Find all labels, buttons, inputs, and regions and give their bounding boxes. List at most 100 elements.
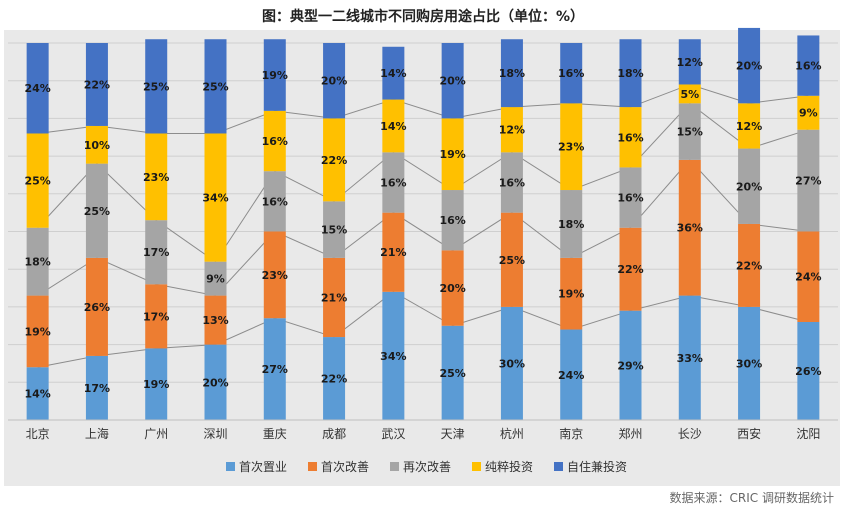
bar-stack: 26% 24% 27% 9% 16% 沈阳 <box>795 35 822 441</box>
bar-stack: 33% 36% 15% 5% 12% 长沙 <box>677 39 703 441</box>
x-tick-label: 沈阳 <box>796 426 820 441</box>
bar-segment <box>619 39 642 108</box>
bar-segment <box>797 95 820 130</box>
bar-stack: 14% 19% 18% 25% 24% 北京 <box>24 43 51 441</box>
bar-segment <box>145 220 168 285</box>
legend-label: 首次改善 <box>321 459 369 474</box>
bar-segment <box>797 35 820 96</box>
data-label: 19% <box>143 378 169 391</box>
data-label: 26% <box>795 365 821 378</box>
x-tick-label: 北京 <box>26 427 50 441</box>
data-label: 14% <box>24 388 50 401</box>
bar-segment <box>323 201 346 258</box>
bar-segment <box>500 39 523 108</box>
data-label: 10% <box>84 139 110 152</box>
data-label: 21% <box>321 291 347 304</box>
bar-segment <box>26 133 49 228</box>
data-label: 16% <box>262 135 288 148</box>
bar-stack: 34% 21% 16% 14% 14% 武汉 <box>380 46 407 441</box>
legend-label: 再次改善 <box>403 459 451 474</box>
x-tick-label: 南京 <box>559 426 583 441</box>
bar-segment <box>204 344 227 420</box>
bar-segment <box>797 231 820 322</box>
data-label: 18% <box>558 218 584 231</box>
x-tick-label: 成都 <box>322 427 346 441</box>
data-label: 25% <box>24 175 50 188</box>
data-label: 12% <box>677 56 703 69</box>
data-label: 30% <box>499 357 525 370</box>
bar-segment <box>738 27 761 104</box>
bar-segment <box>263 39 286 111</box>
bar-segment <box>323 43 346 119</box>
bar-segment <box>26 227 49 296</box>
bar-segment <box>382 152 405 213</box>
data-label: 22% <box>84 78 110 91</box>
bar-segment <box>500 107 523 153</box>
data-label: 22% <box>736 259 762 272</box>
bar-segment <box>441 250 464 326</box>
data-label: 27% <box>262 363 288 376</box>
bar-segment <box>85 257 108 356</box>
bar-stack: 22% 21% 15% 22% 20% 成都 <box>321 43 347 441</box>
data-label: 16% <box>558 67 584 80</box>
chart-title: 图：典型一二线城市不同购房用途占比（单位：%） <box>261 9 585 25</box>
data-label: 20% <box>439 75 465 88</box>
bar-segment <box>204 39 227 134</box>
data-label: 22% <box>617 263 643 276</box>
data-label: 17% <box>84 382 110 395</box>
bar-stack: 30% 22% 20% 12% 20% 西安 <box>736 27 762 441</box>
legend-swatch <box>226 462 235 471</box>
data-label: 30% <box>736 357 762 370</box>
bar-segment <box>560 43 583 104</box>
bar-segment <box>323 257 346 338</box>
data-label: 20% <box>736 180 762 193</box>
data-label: 12% <box>736 120 762 133</box>
bar-segment <box>441 43 464 119</box>
data-label: 24% <box>795 271 821 284</box>
data-label: 16% <box>439 214 465 227</box>
bar-segment <box>797 321 820 420</box>
data-label: 22% <box>321 154 347 167</box>
data-label: 25% <box>84 205 110 218</box>
data-label: 23% <box>143 171 169 184</box>
bar-segment <box>678 103 701 160</box>
data-label: 24% <box>558 369 584 382</box>
data-label: 18% <box>499 67 525 80</box>
bar-segment <box>26 295 49 368</box>
bar-segment <box>678 159 701 296</box>
bar-segment <box>500 152 523 213</box>
data-label: 27% <box>795 175 821 188</box>
legend-label: 自住兼投资 <box>567 459 627 474</box>
data-label: 9% <box>799 107 818 120</box>
data-label: 15% <box>677 126 703 139</box>
legend: 首次置业 首次改善 再次改善 纯粹投资 自住兼投资 <box>226 459 627 474</box>
bar-segment <box>500 306 523 420</box>
bar-segment <box>145 133 168 221</box>
x-tick-label: 武汉 <box>381 427 405 441</box>
x-tick-label: 西安 <box>737 426 761 441</box>
data-label: 16% <box>262 195 288 208</box>
bar-segment <box>619 107 642 168</box>
bar-segment <box>738 148 761 224</box>
legend-swatch <box>308 462 317 471</box>
data-label: 5% <box>680 88 699 101</box>
data-label: 13% <box>202 314 228 327</box>
bar-segment <box>204 295 227 345</box>
bar-segment <box>382 291 405 420</box>
bar-segment <box>560 329 583 420</box>
data-label: 16% <box>617 192 643 205</box>
data-label: 34% <box>380 350 406 363</box>
data-label: 34% <box>202 192 228 205</box>
legend-swatch <box>390 462 399 471</box>
bar-stack: 30% 25% 16% 12% 18% 杭州 <box>499 39 525 441</box>
data-label: 19% <box>439 148 465 161</box>
x-tick-label: 深圳 <box>203 427 227 441</box>
data-label: 16% <box>795 60 821 73</box>
bar-segment <box>441 190 464 251</box>
data-label: 19% <box>262 69 288 82</box>
bar-segment <box>204 261 227 296</box>
x-tick-label: 上海 <box>85 426 109 441</box>
data-label: 19% <box>558 288 584 301</box>
data-label: 29% <box>617 359 643 372</box>
data-source: 数据来源：CRIC 调研数据统计 <box>669 491 834 505</box>
